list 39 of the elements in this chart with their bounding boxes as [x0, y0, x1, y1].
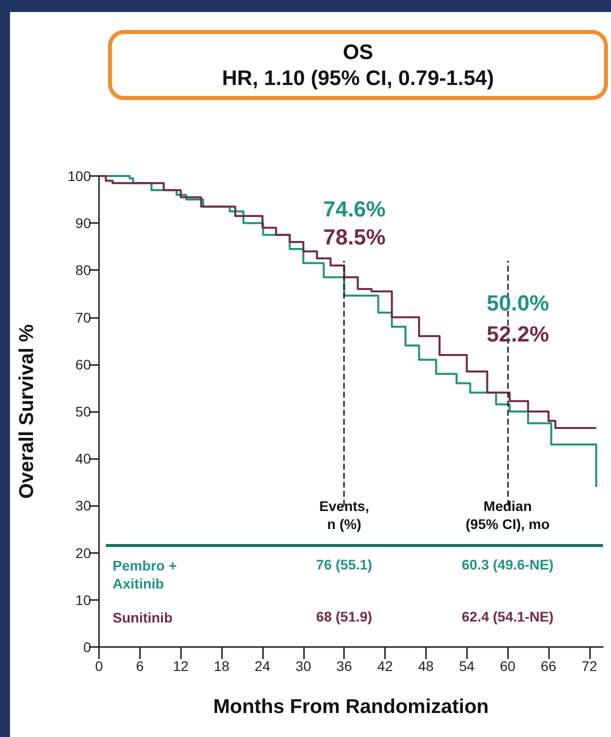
- annotation: 76 (55.1): [316, 556, 372, 573]
- y-tick-label: 70: [75, 309, 92, 326]
- text: Sunitinib: [112, 609, 173, 626]
- x-axis-title: Months From Randomization: [213, 696, 489, 718]
- x-tick-label: 18: [214, 658, 230, 674]
- x-tick-label: 72: [582, 658, 598, 674]
- annotation: 60.3 (49.6-NE): [462, 556, 554, 573]
- y-tick-label: 50: [75, 404, 92, 420]
- annotation: 74.6%: [323, 196, 386, 222]
- y-tick-label: 10: [75, 592, 92, 608]
- annotation: 68 (51.9): [316, 608, 372, 624]
- annotation: 52.2%: [486, 321, 550, 346]
- x-tick-label: 48: [418, 658, 434, 674]
- chart-subtitle: HR, 1.10 (95% CI, 0.79-1.54): [221, 66, 495, 92]
- y-tick-label: 30: [75, 498, 92, 514]
- text: Pembro + Axitinib: [112, 558, 177, 592]
- x-tick-label: 6: [136, 658, 144, 674]
- x-tick-label: 0: [95, 658, 104, 674]
- x-tick-label: 30: [296, 658, 312, 674]
- y-tick-label: 40: [75, 450, 92, 467]
- y-tick-label: 90: [75, 215, 92, 232]
- annotation: 62.4 (54.1-NE): [462, 608, 554, 624]
- x-tick-label: 36: [336, 658, 352, 674]
- chart-title: OS: [342, 40, 374, 66]
- annotation: Median (95% CI), mo: [466, 498, 550, 532]
- x-tick-label: 42: [377, 658, 394, 674]
- x-tick-label: 24: [254, 658, 270, 674]
- annotation: 78.5%: [323, 224, 386, 250]
- x-tick-label: 54: [458, 658, 475, 674]
- y-tick-label: 80: [75, 262, 92, 278]
- annotation: 50.0%: [486, 290, 550, 316]
- x-tick-label: 60: [500, 658, 516, 674]
- y-tick-label: 20: [75, 544, 92, 561]
- x-tick-label: 12: [172, 658, 189, 674]
- x-tick-label: 66: [540, 658, 557, 674]
- y-tick-label: 100: [68, 168, 92, 184]
- y-tick-label: 60: [75, 356, 92, 372]
- y-axis-title: Overall Survival %: [16, 324, 38, 499]
- annotation: Events, n (%): [319, 498, 370, 532]
